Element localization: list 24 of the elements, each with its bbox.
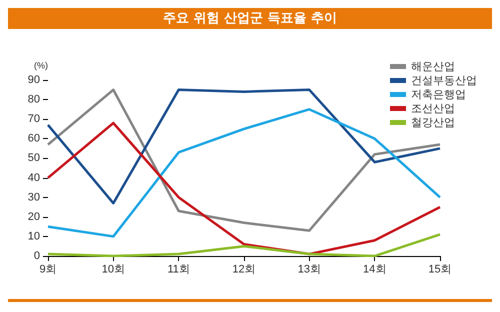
- x-tick-label: 11회: [167, 264, 190, 276]
- legend-label: 저축은행업: [411, 88, 466, 101]
- legend-label: 철강산업: [411, 116, 455, 129]
- legend-label: 조선산업: [411, 102, 455, 115]
- x-tick-label: 9회: [39, 264, 57, 276]
- y-tick-label: 70: [28, 113, 40, 126]
- y-tick-label: 10: [28, 230, 40, 242]
- y-tick-label: 30: [28, 191, 40, 204]
- x-tick-label: 10회: [102, 264, 125, 276]
- y-tick-label: 50: [28, 152, 40, 164]
- y-tick-label: 60: [28, 132, 40, 145]
- y-tick-label: 90: [28, 74, 40, 86]
- y-tick-label: 80: [28, 94, 40, 106]
- legend-label: 건설부동산업: [411, 74, 477, 87]
- x-tick-label: 12회: [232, 264, 256, 276]
- legend-label: 해운산업: [411, 60, 455, 73]
- y-axis-title: (%): [34, 60, 48, 70]
- y-tick-label: 40: [28, 172, 40, 184]
- y-tick-label: 20: [28, 210, 40, 223]
- chart-title: 주요 위험 산업군 득표율 추이: [162, 11, 338, 26]
- x-tick-label: 13회: [298, 264, 321, 276]
- x-tick-label: 15회: [428, 264, 452, 276]
- x-tick-label: 14회: [363, 264, 386, 276]
- y-tick-label: 0: [34, 250, 40, 262]
